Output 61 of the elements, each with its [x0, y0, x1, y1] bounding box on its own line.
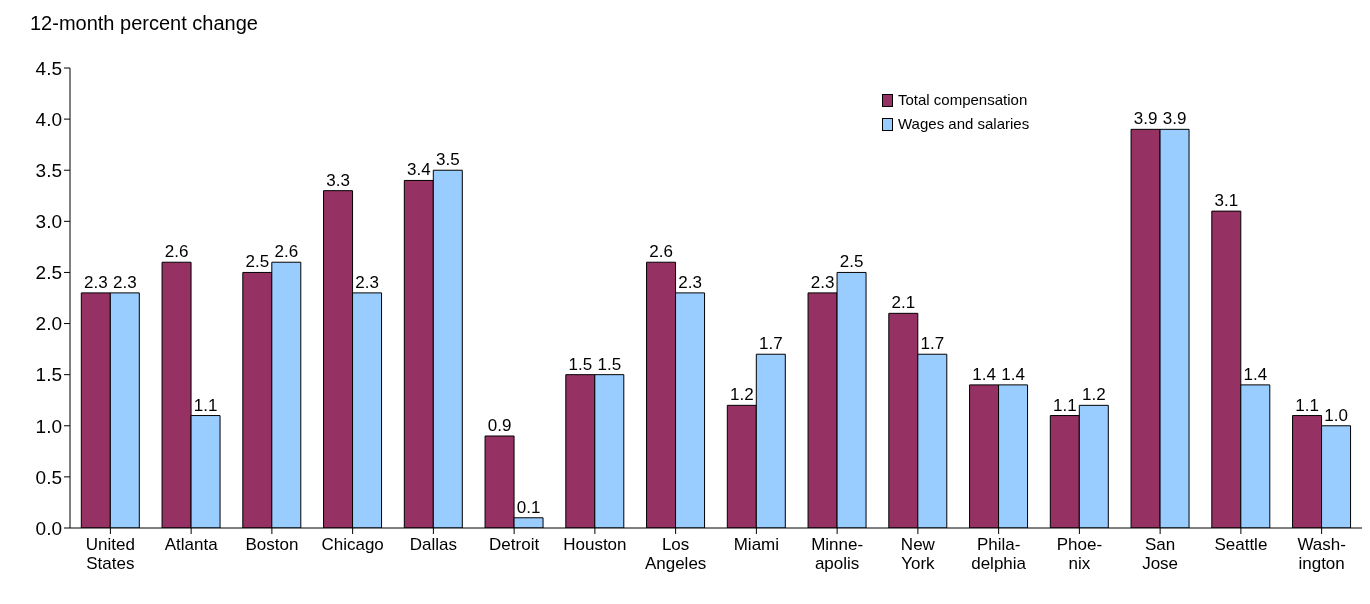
data-label: 1.7 — [758, 334, 783, 354]
data-label: 3.4 — [406, 160, 431, 180]
legend-label: Wages and salaries — [898, 114, 1030, 134]
x-tick-label: Houston — [563, 535, 627, 554]
data-label: 1.4 — [972, 364, 996, 384]
data-label: 2.1 — [891, 293, 916, 313]
data-label: 3.5 — [435, 150, 460, 170]
data-label: 1.1 — [1052, 395, 1077, 415]
x-tick-label: Phoe- nix — [1056, 535, 1103, 573]
data-label: 1.5 — [597, 354, 622, 374]
x-tick-label: Seattle — [1214, 535, 1268, 554]
y-tick-label: 4.0 — [35, 108, 62, 130]
y-tick-label: 1.5 — [35, 364, 62, 386]
y-tick-label: 3.5 — [35, 159, 62, 181]
data-label: 1.5 — [568, 354, 593, 374]
y-tick-label: 0.5 — [35, 466, 62, 488]
x-tick-label: Atlanta — [164, 535, 219, 554]
y-tick-label: 0.0 — [35, 517, 62, 539]
data-label: 1.1 — [193, 395, 218, 415]
data-label: 2.5 — [839, 252, 864, 272]
x-tick-label: United States — [85, 535, 135, 573]
data-label: 1.4 — [1243, 364, 1268, 384]
data-label: 0.1 — [516, 497, 541, 517]
data-label: 1.1 — [1295, 395, 1319, 415]
data-label: 2.6 — [164, 242, 189, 262]
x-tick-label: Minne- apolis — [811, 535, 864, 573]
data-label: 2.3 — [83, 272, 108, 292]
data-label: 2.6 — [274, 242, 299, 262]
x-tick-label: Miami — [733, 535, 780, 554]
data-label: 2.3 — [678, 272, 702, 292]
x-tick-label: San Jose — [1142, 535, 1179, 573]
y-tick-label: 3.0 — [35, 211, 62, 233]
x-tick-label: Chicago — [321, 535, 384, 554]
data-label: 3.9 — [1133, 109, 1158, 129]
data-label: 3.3 — [326, 170, 350, 190]
data-label: 3.1 — [1214, 191, 1239, 211]
data-label: 2.5 — [245, 252, 270, 272]
data-label: 1.4 — [1001, 364, 1025, 384]
data-label: 0.9 — [487, 416, 512, 435]
data-label: 2.6 — [649, 242, 673, 262]
data-label: 2.3 — [810, 272, 835, 292]
y-tick-label: 1.0 — [35, 415, 62, 437]
x-tick-label: New York — [900, 535, 936, 573]
y-axis-title: 12-month percent change — [30, 12, 258, 35]
data-label: 3.9 — [1162, 109, 1187, 129]
x-tick-label: Detroit — [489, 535, 540, 554]
data-label: 1.7 — [920, 334, 945, 354]
data-label: 1.2 — [729, 385, 754, 405]
y-tick-label: 4.5 — [35, 57, 62, 79]
data-label: 1.0 — [1324, 405, 1348, 425]
x-tick-label: Dallas — [409, 535, 457, 554]
y-tick-label: 2.0 — [35, 313, 62, 335]
x-tick-label: Los Angeles — [644, 535, 707, 573]
y-tick-label: 2.5 — [35, 262, 62, 284]
x-tick-label: Wash- ington — [1297, 535, 1346, 573]
data-label: 2.3 — [112, 272, 137, 292]
x-tick-label: Phila- delphia — [971, 535, 1027, 573]
data-label: 1.2 — [1081, 385, 1106, 405]
data-label: 2.3 — [355, 272, 379, 292]
legend-label: Total compensation — [898, 90, 1028, 110]
x-tick-label: Boston — [245, 535, 299, 554]
